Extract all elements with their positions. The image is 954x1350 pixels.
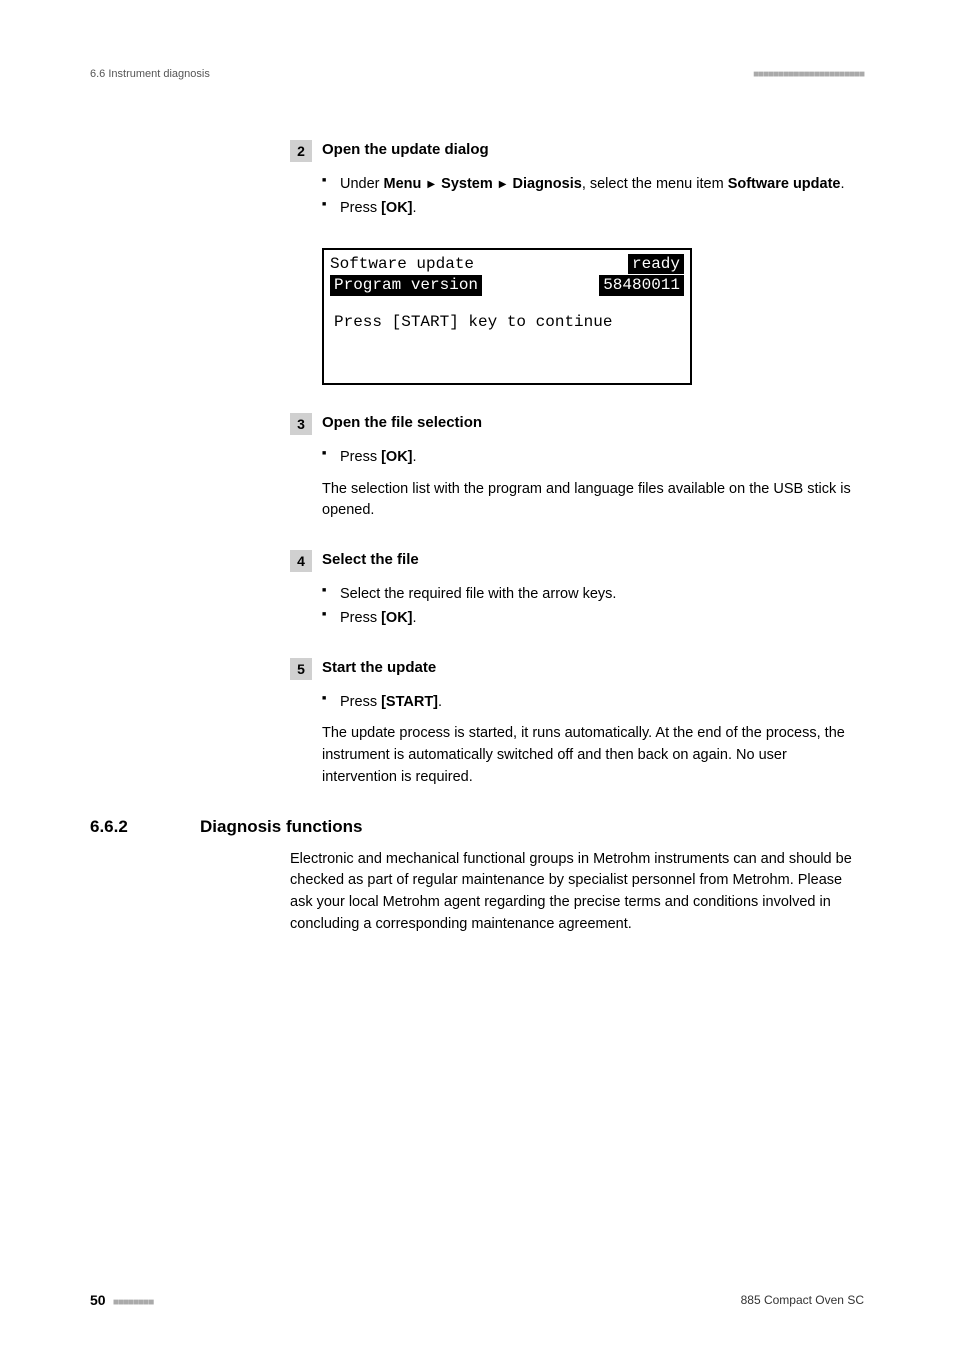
- step-2-header: 2 Open the update dialog: [290, 140, 864, 162]
- step-4-bullets: Select the required file with the arrow …: [322, 584, 864, 630]
- footer-left: 50 ■■■■■■■■: [90, 1292, 153, 1308]
- step-3-bullets: Press [OK].: [322, 447, 864, 469]
- section-number: 6.6.2: [90, 817, 200, 837]
- lcd-screen: Software update ready Program version 58…: [322, 248, 692, 385]
- header-dots: ■■■■■■■■■■■■■■■■■■■■■■: [753, 69, 864, 80]
- step-2-bullet-2: Press [OK].: [322, 198, 864, 220]
- lcd-status: ready: [628, 254, 684, 275]
- page-number: 50: [90, 1292, 106, 1308]
- step-2-body: Under Menu ▶ System ▶ Diagnosis, select …: [322, 174, 864, 220]
- step-3-bullet-1: Press [OK].: [322, 447, 864, 469]
- step-3-paragraph: The selection list with the program and …: [322, 479, 864, 523]
- step-3-header: 3 Open the file selection: [290, 413, 864, 435]
- step-5-body: Press [START]. The update process is sta…: [322, 692, 864, 789]
- step-4-header: 4 Select the file: [290, 550, 864, 572]
- step-2-bullets: Under Menu ▶ System ▶ Diagnosis, select …: [322, 174, 864, 220]
- step-5-bullet-1: Press [START].: [322, 692, 864, 714]
- step-4-title: Select the file: [322, 550, 419, 568]
- lcd-title: Software update: [330, 254, 474, 275]
- lcd-field-value: 58480011: [599, 275, 684, 296]
- step-4-bullet-1: Select the required file with the arrow …: [322, 584, 864, 606]
- step-4-bullet-2: Press [OK].: [322, 608, 864, 630]
- step-4-number: 4: [290, 550, 312, 572]
- step-2-bullet-1: Under Menu ▶ System ▶ Diagnosis, select …: [322, 174, 864, 196]
- header-section-label: 6.6 Instrument diagnosis: [90, 68, 210, 80]
- step-3-title: Open the file selection: [322, 413, 482, 431]
- step-3-number: 3: [290, 413, 312, 435]
- step-5-number: 5: [290, 658, 312, 680]
- step-2-title: Open the update dialog: [322, 140, 489, 158]
- main-content: 2 Open the update dialog Under Menu ▶ Sy…: [290, 140, 864, 936]
- step-4-body: Select the required file with the arrow …: [322, 584, 864, 630]
- lcd-row-2: Program version 58480011: [330, 275, 684, 296]
- lcd-row-1: Software update ready: [330, 254, 684, 275]
- footer-dots: ■■■■■■■■: [113, 1297, 153, 1308]
- step-3-body: Press [OK]. The selection list with the …: [322, 447, 864, 522]
- lcd-row-3: Press [START] key to continue: [330, 312, 684, 333]
- page-footer: 50 ■■■■■■■■ 885 Compact Oven SC: [90, 1292, 864, 1308]
- lcd-field-label: Program version: [330, 275, 482, 296]
- step-5-bullets: Press [START].: [322, 692, 864, 714]
- step-5-title: Start the update: [322, 658, 436, 676]
- step-2-number: 2: [290, 140, 312, 162]
- step-5-header: 5 Start the update: [290, 658, 864, 680]
- step-5-paragraph: The update process is started, it runs a…: [322, 723, 864, 788]
- page-header: 6.6 Instrument diagnosis ■■■■■■■■■■■■■■■…: [90, 68, 864, 80]
- footer-product-name: 885 Compact Oven SC: [741, 1293, 864, 1307]
- section-body: Electronic and mechanical functional gro…: [290, 849, 864, 936]
- section-title: Diagnosis functions: [200, 817, 362, 837]
- section-header: 6.6.2 Diagnosis functions: [90, 817, 864, 837]
